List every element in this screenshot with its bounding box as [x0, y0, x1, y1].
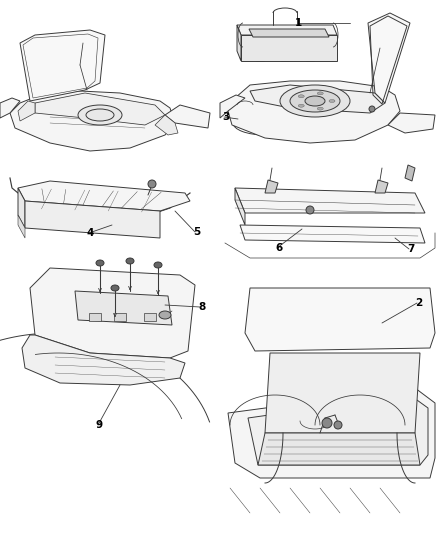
Polygon shape: [18, 188, 25, 228]
Polygon shape: [237, 25, 240, 61]
Polygon shape: [240, 35, 336, 61]
Polygon shape: [0, 98, 20, 118]
Polygon shape: [265, 180, 277, 193]
Polygon shape: [89, 313, 101, 321]
Polygon shape: [367, 13, 409, 103]
Ellipse shape: [233, 96, 297, 120]
Polygon shape: [75, 291, 172, 325]
Text: 4: 4: [87, 228, 94, 238]
Ellipse shape: [305, 206, 313, 214]
Ellipse shape: [290, 90, 339, 112]
Polygon shape: [144, 313, 155, 321]
Ellipse shape: [333, 421, 341, 429]
Ellipse shape: [321, 418, 331, 428]
FancyBboxPatch shape: [297, 195, 361, 209]
Text: 8: 8: [198, 302, 205, 312]
Polygon shape: [10, 91, 175, 151]
Polygon shape: [240, 225, 424, 243]
Ellipse shape: [297, 104, 304, 107]
Polygon shape: [35, 93, 165, 125]
Polygon shape: [155, 115, 177, 135]
FancyBboxPatch shape: [293, 294, 385, 304]
Ellipse shape: [111, 285, 119, 291]
Ellipse shape: [297, 95, 304, 98]
Ellipse shape: [368, 106, 374, 112]
Polygon shape: [30, 268, 194, 358]
Polygon shape: [18, 101, 35, 121]
Polygon shape: [265, 353, 419, 433]
Ellipse shape: [159, 311, 171, 319]
Text: 5: 5: [193, 227, 200, 237]
Polygon shape: [258, 433, 419, 465]
Polygon shape: [404, 165, 414, 181]
Polygon shape: [387, 113, 434, 133]
Polygon shape: [244, 288, 434, 351]
Polygon shape: [219, 95, 244, 118]
Polygon shape: [114, 313, 126, 321]
Text: 9: 9: [96, 420, 103, 430]
Polygon shape: [234, 188, 424, 213]
Text: 6: 6: [274, 243, 282, 253]
Ellipse shape: [279, 85, 349, 117]
Polygon shape: [234, 188, 244, 225]
Polygon shape: [227, 388, 434, 478]
Polygon shape: [25, 201, 159, 238]
Polygon shape: [248, 29, 328, 37]
Text: 3: 3: [222, 112, 229, 122]
Ellipse shape: [126, 258, 134, 264]
Polygon shape: [247, 395, 427, 465]
Polygon shape: [18, 215, 25, 238]
Polygon shape: [22, 335, 184, 385]
Polygon shape: [165, 105, 209, 128]
Text: 2: 2: [414, 298, 421, 308]
Ellipse shape: [148, 180, 155, 188]
Polygon shape: [18, 181, 190, 211]
Polygon shape: [227, 81, 399, 143]
Polygon shape: [374, 180, 387, 193]
Ellipse shape: [317, 92, 322, 95]
Polygon shape: [249, 85, 384, 113]
Text: 7: 7: [406, 244, 413, 254]
Ellipse shape: [317, 107, 322, 110]
Ellipse shape: [328, 100, 334, 102]
Ellipse shape: [304, 96, 324, 106]
Ellipse shape: [96, 260, 104, 266]
Ellipse shape: [78, 105, 122, 125]
Polygon shape: [237, 25, 336, 35]
Text: 1: 1: [294, 18, 301, 28]
Ellipse shape: [154, 262, 162, 268]
Polygon shape: [20, 30, 105, 101]
